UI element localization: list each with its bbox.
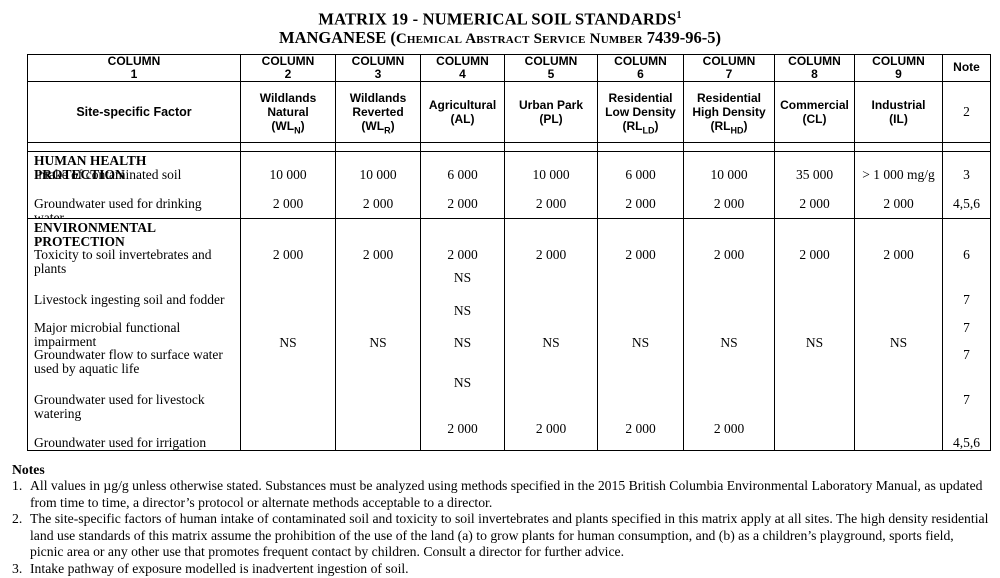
section-title: ENVIRONMENTAL	[34, 219, 157, 235]
section-title: PROTECTION	[34, 233, 125, 249]
subtitle-chemical-name: MANGANESE (	[279, 27, 396, 47]
environmental-factor-cell: ENVIRONMENTAL PROTECTION Toxicity to soi…	[27, 217, 241, 451]
column-header-2: COLUMN 2	[240, 53, 336, 82]
land-use-header-urban-park: Urban Park (PL)	[504, 80, 598, 143]
value-cell: 35 000 2 000	[774, 150, 855, 219]
factor-label: Groundwater used for drinking water	[34, 195, 202, 218]
factor-label: Groundwater flow to surface water used b…	[34, 346, 223, 376]
environmental-section-row: ENVIRONMENTAL PROTECTION Toxicity to soi…	[27, 217, 991, 451]
site-specific-factor-header: Site-specific Factor	[27, 80, 241, 143]
notes-heading: Notes	[12, 461, 45, 477]
matrix-table: COLUMN 1 COLUMN 2 COLUMN 3 COLUMN 4 COLUMN 5 …	[27, 53, 991, 451]
value-cell: 10 000 2 000	[504, 150, 598, 219]
column-header-6: COLUMN 6	[597, 53, 684, 82]
land-use-header-industrial: Industrial (IL)	[854, 80, 943, 143]
value-cell: > 1 000 mg/g 2 000	[854, 150, 943, 219]
column-header-5: COLUMN 5	[504, 53, 598, 82]
value-cell: 2 000 NS	[774, 217, 855, 451]
title-footnote-superscript: 1	[676, 10, 682, 21]
note-cell: 6 7 7 7 7 4,5,6	[942, 217, 991, 451]
factor-label: Groundwater used for irrigation	[34, 434, 207, 450]
note-item-2: 2. The site-specific factors of human int…	[12, 511, 989, 559]
value-cell: 10 000 2 000	[335, 150, 421, 219]
land-use-header-agricultural: Agricultural (AL)	[420, 80, 505, 143]
notes-section: Notes 1. All values in µg/g unless otherw…	[12, 462, 990, 578]
column-header-3: COLUMN 3	[335, 53, 421, 82]
land-use-header-residential-high: Residential High Density (RLHD)	[683, 80, 775, 143]
value-cell: 2 000 NS 2 000	[683, 217, 775, 451]
value-cell: 6 000 2 000	[420, 150, 505, 219]
land-use-header-wildlands-natural: Wildlands Natural (WLN)	[240, 80, 336, 143]
page-title: MATRIX 19 - NUMERICAL SOIL STANDARDS1	[0, 7, 1000, 29]
note-cell: 3 4,5,6	[942, 150, 991, 219]
land-use-header-wildlands-reverted: Wildlands Reverted (WLR)	[335, 80, 421, 143]
value-cell: 2 000 NS	[240, 217, 336, 451]
header-divider-row	[27, 141, 991, 152]
factor-label: Groundwater used for livestock watering	[34, 391, 205, 421]
value-cell: 2 000 NS 2 000	[597, 217, 684, 451]
note-column-header: Note	[942, 53, 991, 82]
human-health-section-row: HUMAN HEALTH PROTECTION Intake of contam…	[27, 150, 991, 219]
column-header-9: COLUMN 9	[854, 53, 943, 82]
factor-label: Toxicity to soil invertebrates and plant…	[34, 246, 212, 276]
column-header-8: COLUMN 8	[774, 53, 855, 82]
note-item-3: 3. Intake pathway of exposure modelled is…	[12, 560, 409, 576]
column-header-1: COLUMN 1	[27, 53, 241, 82]
section-title: HUMAN HEALTH PROTECTION	[34, 152, 154, 182]
page-subtitle: MANGANESE (Chemical Abstract Service Num…	[0, 27, 1000, 48]
human-health-factor-cell: HUMAN HEALTH PROTECTION Intake of contam…	[27, 150, 241, 219]
factor-label: Intake of contaminated soil	[34, 166, 182, 182]
land-use-header-commercial: Commercial (CL)	[774, 80, 855, 143]
page-title-text: MATRIX 19 - NUMERICAL SOIL STANDARDS	[318, 9, 677, 29]
value-cell: 2 000 NS NS NS NS 2 000	[420, 217, 505, 451]
factor-label: Livestock ingesting soil and fodder	[34, 291, 225, 307]
value-cell: 10 000 2 000	[683, 150, 775, 219]
value-cell: 2 000 NS 2 000	[504, 217, 598, 451]
land-use-header-row: Site-specific Factor Wildlands Natural (W…	[27, 80, 991, 143]
subtitle-cas-number: 7439-96-5)	[642, 27, 721, 47]
value-cell: 10 000 2 000	[240, 150, 336, 219]
subtitle-cas-label: Chemical Abstract Service Number	[395, 30, 643, 47]
value-cell: 6 000 2 000	[597, 150, 684, 219]
value-cell: 2 000 NS	[335, 217, 421, 451]
column-number-header-row: COLUMN 1 COLUMN 2 COLUMN 3 COLUMN 4 COLUMN 5 …	[27, 53, 991, 82]
land-use-header-residential-low: Residential Low Density (RLLD)	[597, 80, 684, 143]
note-header-value: 2	[942, 80, 991, 143]
factor-label: Major microbial functional impairment	[34, 319, 181, 349]
value-cell: 2 000 NS	[854, 217, 943, 451]
note-item-1: 1. All values in µg/g unless otherwise st…	[12, 478, 983, 510]
column-header-4: COLUMN 4	[420, 53, 505, 82]
title-block: MATRIX 19 - NUMERICAL SOIL STANDARDS1 MA…	[0, 0, 1000, 48]
column-header-7: COLUMN 7	[683, 53, 775, 82]
